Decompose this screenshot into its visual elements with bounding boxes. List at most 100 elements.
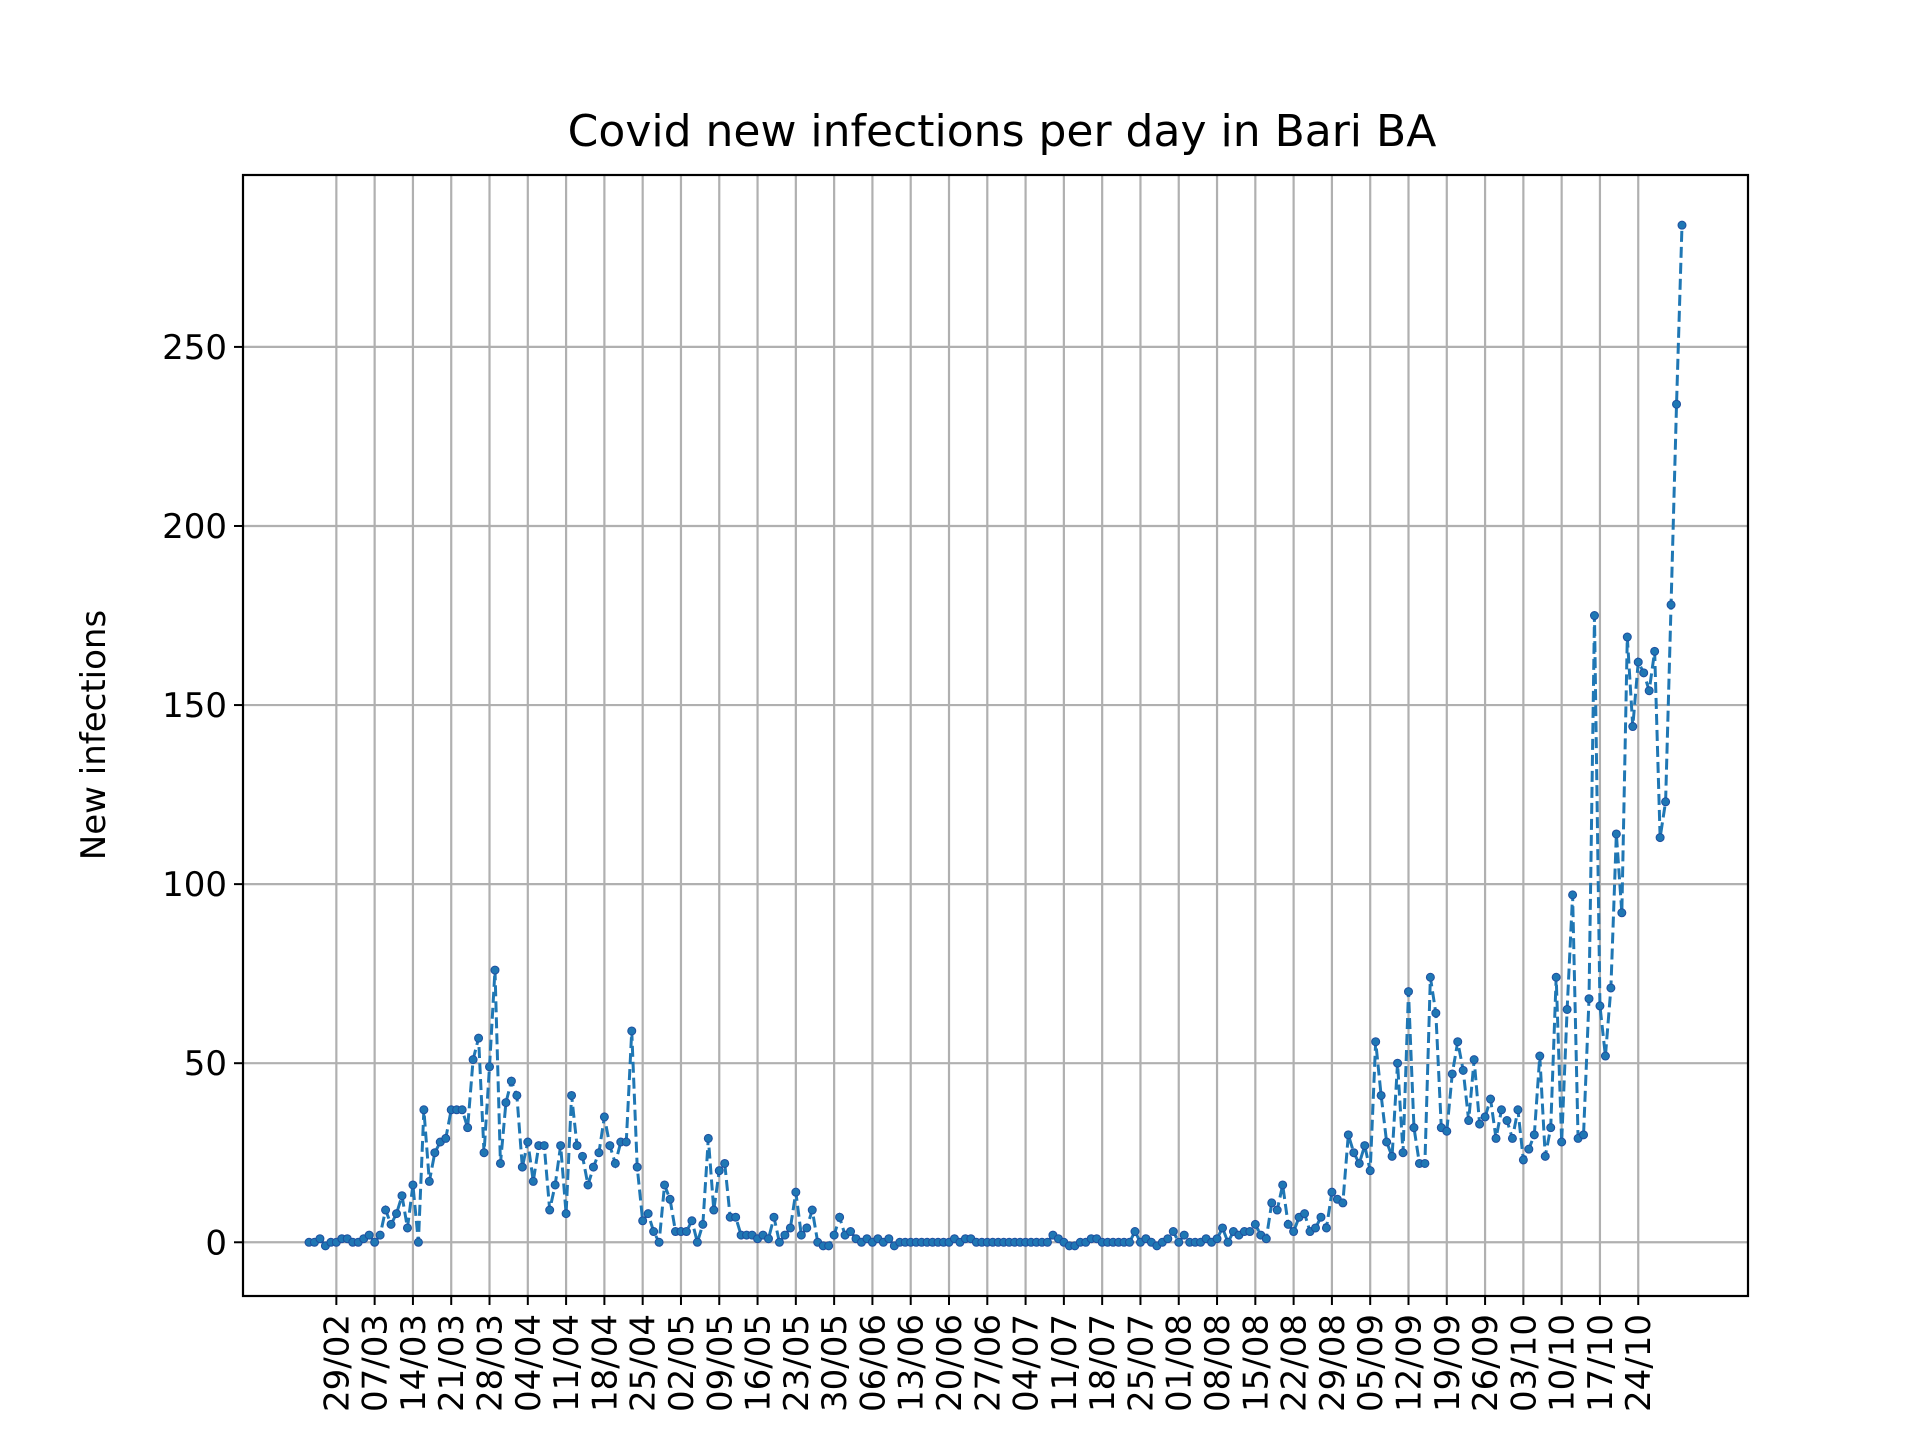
data-point — [687, 1216, 697, 1226]
x-tick-label: 02/05 — [662, 1314, 702, 1412]
data-point — [1425, 972, 1435, 982]
data-point — [1174, 1237, 1184, 1247]
data-point — [1042, 1237, 1052, 1247]
data-point — [599, 1112, 609, 1122]
data-point — [1491, 1133, 1501, 1143]
data-point — [479, 1148, 489, 1158]
data-point — [709, 1205, 719, 1215]
data-point — [375, 1230, 385, 1240]
data-point — [1568, 890, 1578, 900]
data-point — [1672, 399, 1682, 409]
data-point — [1551, 972, 1561, 982]
y-tick-label: 200 — [162, 507, 227, 547]
data-point — [1469, 1055, 1479, 1065]
x-tick-label: 09/05 — [700, 1314, 740, 1412]
data-point — [763, 1234, 773, 1244]
data-point — [714, 1166, 724, 1176]
data-point — [846, 1227, 856, 1237]
data-point — [413, 1237, 423, 1247]
data-point — [1644, 686, 1654, 696]
data-point — [588, 1162, 598, 1172]
data-point — [572, 1141, 582, 1151]
data-point — [1464, 1116, 1474, 1126]
data-point — [1617, 908, 1627, 918]
data-point — [474, 1033, 484, 1043]
data-point — [1475, 1119, 1485, 1129]
data-point — [1371, 1037, 1381, 1047]
data-point — [1650, 646, 1660, 656]
x-tick-label: 25/07 — [1121, 1314, 1161, 1412]
x-tick-label: 10/10 — [1543, 1314, 1583, 1412]
x-tick-label: 04/04 — [509, 1314, 549, 1412]
data-point — [774, 1237, 784, 1247]
data-point — [397, 1191, 407, 1201]
plot-frame — [241, 173, 1750, 1298]
data-point — [578, 1151, 588, 1161]
x-tick-label: 11/07 — [1045, 1314, 1085, 1412]
data-point — [501, 1098, 511, 1108]
data-point — [1666, 600, 1676, 610]
data-point — [698, 1219, 708, 1229]
data-point — [1677, 220, 1687, 230]
data-point — [780, 1230, 790, 1240]
data-point — [1245, 1227, 1255, 1237]
x-tick-label: 04/07 — [1007, 1314, 1047, 1412]
data-point — [1212, 1234, 1222, 1244]
data-point — [796, 1230, 806, 1240]
x-tick-label: 06/06 — [853, 1314, 893, 1412]
data-point — [1639, 668, 1649, 678]
y-tick-label: 250 — [162, 328, 227, 368]
x-tick-label: 14/03 — [394, 1314, 434, 1412]
data-point — [807, 1205, 817, 1215]
data-point — [441, 1133, 451, 1143]
x-tick-label: 17/10 — [1581, 1314, 1621, 1412]
x-tick-label: 28/03 — [471, 1314, 511, 1412]
data-point — [649, 1227, 659, 1237]
data-point — [1360, 1141, 1370, 1151]
data-point — [457, 1105, 467, 1115]
x-tick-label: 29/02 — [317, 1314, 357, 1412]
data-point — [1529, 1130, 1539, 1140]
data-point — [424, 1176, 434, 1186]
data-point — [1589, 611, 1599, 621]
data-point — [523, 1137, 533, 1147]
data-point — [408, 1180, 418, 1190]
x-tick-label: 19/09 — [1428, 1314, 1468, 1412]
data-point — [703, 1133, 713, 1143]
data-point — [1289, 1227, 1299, 1237]
data-point — [692, 1237, 702, 1247]
data-point — [550, 1180, 560, 1190]
data-point — [643, 1209, 653, 1219]
x-tick-label: 15/08 — [1236, 1314, 1276, 1412]
data-point — [621, 1137, 631, 1147]
data-point — [567, 1090, 577, 1100]
x-tick-label: 16/05 — [739, 1314, 779, 1412]
data-point — [1458, 1065, 1468, 1075]
data-point — [681, 1227, 691, 1237]
data-point — [654, 1237, 664, 1247]
data-point — [1261, 1234, 1271, 1244]
x-tick-label: 23/05 — [777, 1314, 817, 1412]
data-point — [381, 1205, 391, 1215]
x-tick-label: 11/04 — [547, 1314, 587, 1412]
x-tick-label: 08/08 — [1198, 1314, 1238, 1412]
data-point — [594, 1148, 604, 1158]
data-point — [1382, 1137, 1392, 1147]
data-point — [731, 1212, 741, 1222]
data-point — [528, 1176, 538, 1186]
data-point — [632, 1162, 642, 1172]
data-point — [1584, 994, 1594, 1004]
data-point — [1655, 833, 1665, 843]
data-point — [1486, 1094, 1496, 1104]
data-point — [638, 1216, 648, 1226]
data-point — [1250, 1219, 1260, 1229]
data-point — [1365, 1166, 1375, 1176]
data-point — [1431, 1008, 1441, 1018]
data-point — [517, 1162, 527, 1172]
data-point — [1442, 1126, 1452, 1136]
data-point — [1507, 1133, 1517, 1143]
x-tick-label: 05/09 — [1351, 1314, 1391, 1412]
data-point — [468, 1055, 478, 1065]
data-point — [402, 1223, 412, 1233]
data-point — [1513, 1105, 1523, 1115]
